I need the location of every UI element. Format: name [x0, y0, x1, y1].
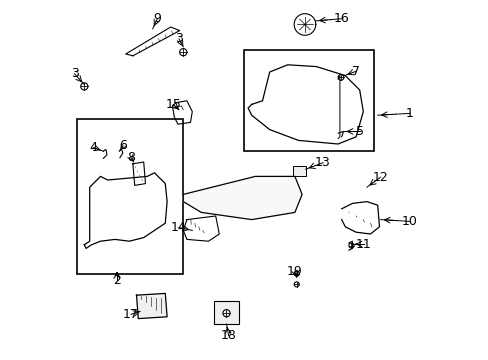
Text: 3: 3: [175, 32, 183, 45]
Text: 14: 14: [171, 221, 186, 234]
Bar: [244, 50, 373, 151]
Text: 10: 10: [401, 215, 417, 228]
Text: 18: 18: [220, 329, 236, 342]
Text: 11: 11: [355, 238, 371, 251]
Polygon shape: [136, 293, 167, 319]
Text: 6: 6: [119, 139, 127, 152]
Text: 13: 13: [314, 156, 330, 169]
Text: 9: 9: [153, 12, 161, 25]
Text: 15: 15: [165, 98, 181, 111]
Text: 17: 17: [123, 308, 139, 321]
Text: 16: 16: [333, 12, 349, 25]
Text: 7: 7: [351, 65, 359, 78]
Bar: [292, 166, 305, 176]
Text: 8: 8: [127, 151, 135, 164]
Bar: [213, 301, 239, 324]
Text: 2: 2: [113, 274, 121, 287]
Text: 19: 19: [286, 265, 302, 278]
Polygon shape: [183, 176, 302, 220]
Text: 3: 3: [70, 67, 79, 80]
Text: 4: 4: [89, 141, 97, 154]
Text: 1: 1: [406, 107, 413, 120]
Bar: [77, 119, 183, 274]
Text: 5: 5: [356, 125, 364, 138]
Text: 12: 12: [372, 171, 387, 184]
